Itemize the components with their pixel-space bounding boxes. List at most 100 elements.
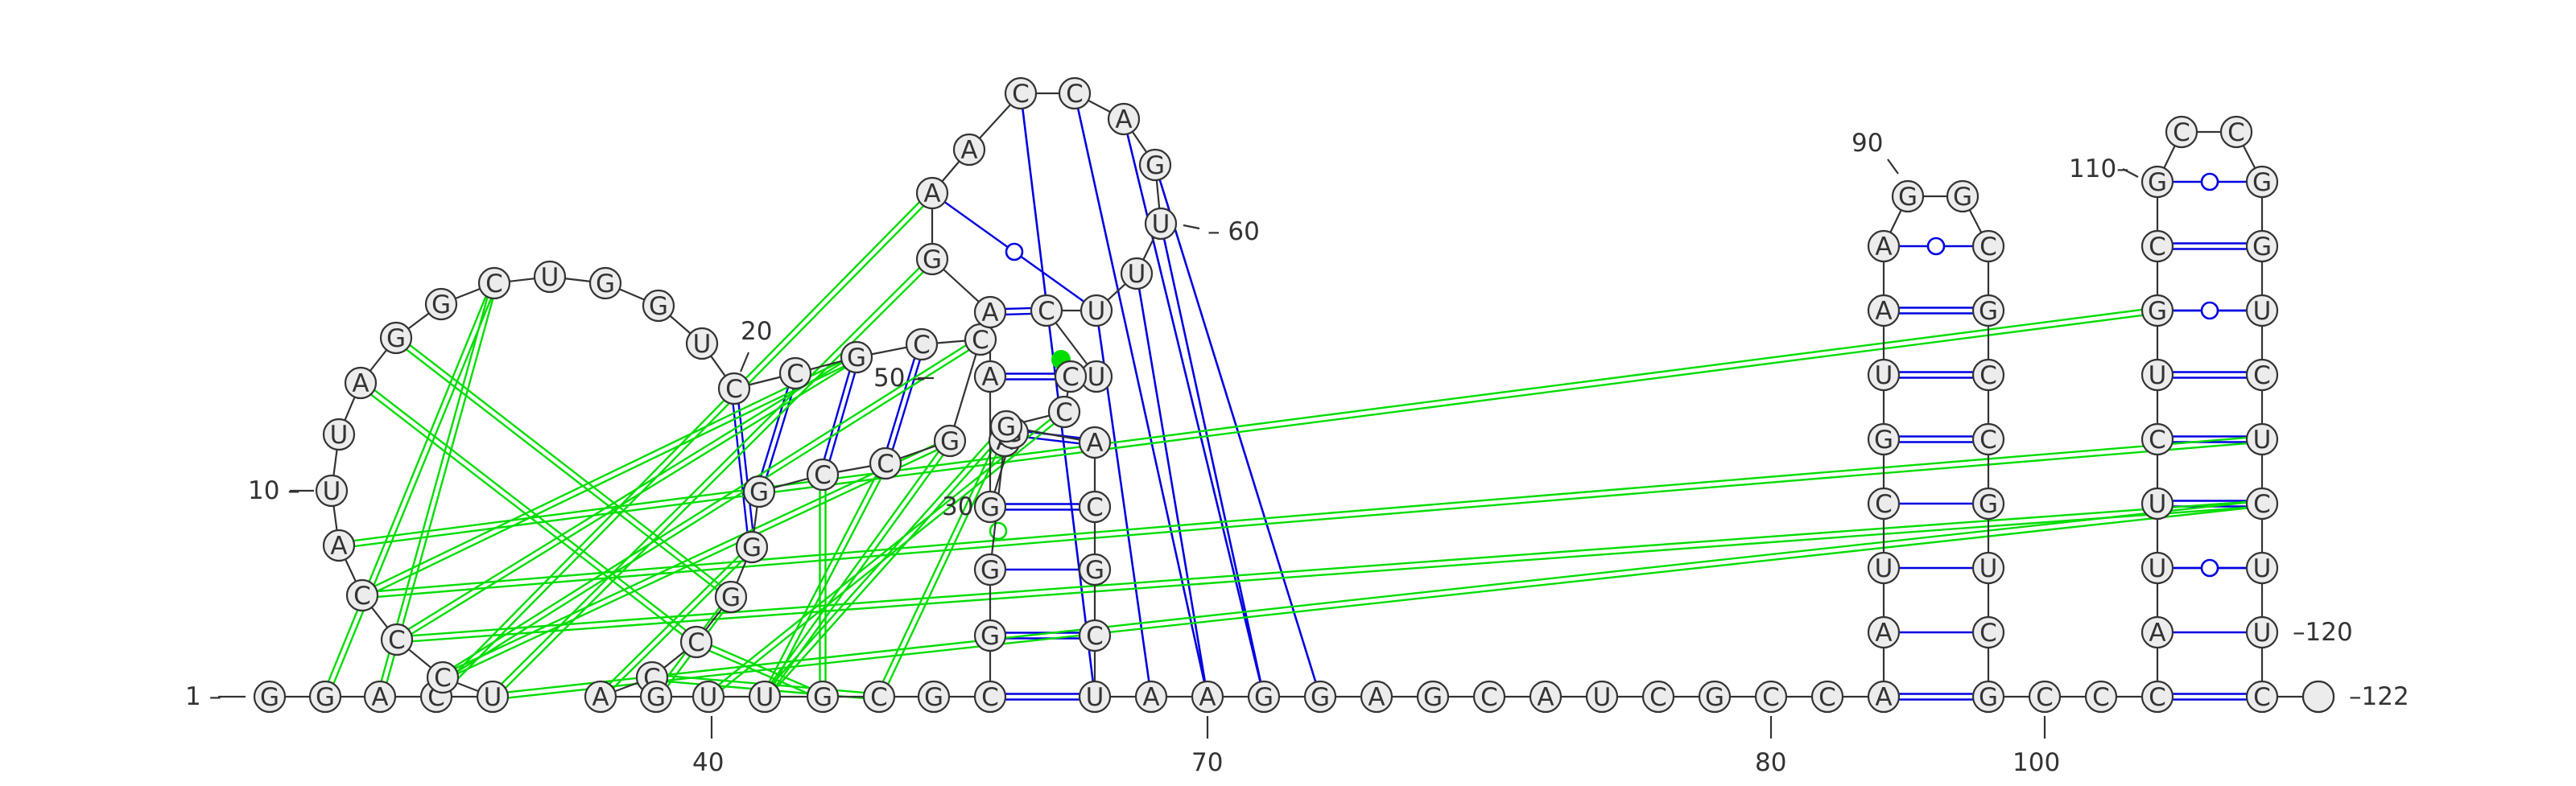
nucleotide: A bbox=[1867, 680, 1901, 714]
canonical-pair-line bbox=[1135, 273, 1209, 698]
nucleotide: U bbox=[1120, 257, 1154, 290]
nucleotide-circle bbox=[1946, 179, 1979, 213]
noncanonical-interaction-line bbox=[398, 358, 859, 644]
nucleotide-circle bbox=[1867, 551, 1901, 585]
nucleotide: G bbox=[806, 680, 840, 714]
nucleotide: A bbox=[1360, 680, 1393, 714]
nucleotide-circle bbox=[2028, 680, 2062, 714]
nucleotide-letter: G bbox=[924, 683, 943, 712]
nucleotide-letter: U bbox=[1088, 363, 1106, 392]
nucleotide-letter: C bbox=[1649, 683, 1667, 712]
nucleotide-letter: U bbox=[693, 330, 712, 359]
nucleotide: G bbox=[588, 266, 622, 300]
nucleotide-circle bbox=[973, 490, 1007, 524]
nucleotide-letter: G bbox=[940, 427, 960, 456]
nucleotide-circle bbox=[588, 266, 622, 300]
nucleotide: G bbox=[1247, 680, 1281, 714]
position-label-tick bbox=[1183, 224, 1200, 230]
nucleotide: C bbox=[380, 623, 414, 656]
nucleotide-circle bbox=[2219, 115, 2253, 149]
nucleotide: U bbox=[1867, 551, 1901, 585]
nucleotide-circle bbox=[1754, 680, 1788, 714]
nucleotide-letter: G bbox=[1423, 683, 1443, 712]
nucleotide: G bbox=[973, 490, 1007, 524]
nucleotide-circle bbox=[973, 295, 1007, 329]
nucleotide-circle bbox=[685, 327, 719, 360]
nucleotide-letter: A bbox=[1199, 683, 1216, 712]
nucleotide-circle bbox=[2245, 229, 2279, 263]
nucleotide-circle bbox=[1134, 680, 1168, 714]
nucleotide-letter: C bbox=[877, 450, 894, 479]
nucleotide-letter: C bbox=[1086, 622, 1104, 651]
noncanonical-interaction-line bbox=[339, 312, 2158, 549]
nucleotide-circle bbox=[1047, 395, 1081, 429]
nucleotide-letter: C bbox=[1480, 683, 1498, 712]
nucleotide-circle bbox=[1472, 680, 1506, 714]
noncanonical-interaction-line bbox=[362, 359, 859, 599]
nucleotide: C bbox=[1047, 395, 1081, 429]
nucleotide-circle bbox=[1867, 294, 1901, 327]
nucleotide-letter: A bbox=[352, 369, 369, 398]
position-label: 50 – bbox=[873, 364, 926, 393]
nucleotide-letter: C bbox=[2253, 490, 2271, 519]
nucleotide-circle bbox=[1144, 207, 1178, 241]
nucleotide-circle bbox=[742, 475, 776, 508]
nucleotide-circle bbox=[1247, 680, 1281, 714]
nucleotide: C bbox=[2245, 358, 2279, 392]
nucleotide: G bbox=[714, 580, 748, 614]
nucleotide-letter: C bbox=[814, 461, 832, 490]
wobble-pair-marker bbox=[2200, 301, 2219, 320]
nucleotide-circle bbox=[735, 530, 769, 564]
noncanonical-interaction-line bbox=[361, 435, 2262, 594]
nucleotide-letter: C bbox=[687, 628, 705, 657]
nucleotide-letter: C bbox=[1979, 619, 1997, 648]
nucleotide: U bbox=[533, 260, 567, 294]
nucleotide-circle bbox=[1971, 615, 2005, 649]
nucleotide-circle bbox=[806, 680, 840, 714]
nucleotide: C bbox=[717, 372, 751, 405]
noncanonical-interaction-line bbox=[397, 335, 733, 596]
nucleotide-letter: U bbox=[2149, 490, 2167, 519]
nucleotide-circle bbox=[1078, 619, 1112, 652]
position-label: 90 bbox=[1852, 129, 1883, 158]
noncanonical-interaction-line bbox=[443, 442, 952, 681]
nucleotide-letter: G bbox=[749, 478, 769, 507]
nucleotide-circle bbox=[2245, 615, 2279, 649]
nucleotide: U bbox=[2140, 551, 2174, 585]
nucleotide: C bbox=[2140, 422, 2174, 456]
nucleotide-letter: G bbox=[721, 583, 741, 612]
nucleotide-letter: U bbox=[2253, 297, 2272, 326]
nucleotide-letter: G bbox=[260, 683, 279, 712]
nucleotide-letter: G bbox=[1898, 183, 1918, 212]
nucleotide-letter: C bbox=[2227, 118, 2245, 147]
nucleotide-circle bbox=[1078, 553, 1112, 586]
nucleotide-letter: A bbox=[1537, 683, 1554, 712]
nucleotide-letter: C bbox=[1979, 361, 1997, 390]
nucleotide: A bbox=[584, 680, 617, 714]
nucleotide: A bbox=[952, 133, 986, 167]
nucleotide-circle bbox=[1080, 294, 1113, 327]
nucleotide: U bbox=[748, 680, 782, 714]
nucleotide: C bbox=[1078, 619, 1112, 652]
nucleotide-letter: U bbox=[2149, 554, 2167, 583]
nucleotide-letter: C bbox=[434, 664, 452, 693]
nucleotide-letter: A bbox=[923, 179, 940, 208]
noncanonical-interaction-line bbox=[493, 260, 935, 700]
canonical-pair-line bbox=[819, 356, 855, 475]
nucleotide-letter: U bbox=[1152, 210, 1170, 239]
noncanonical-interaction-line bbox=[361, 380, 699, 641]
nucleotide: C bbox=[905, 327, 939, 361]
noncanonical-interaction-line bbox=[396, 500, 2262, 638]
nucleotide-letter: C bbox=[353, 582, 371, 611]
nucleotide: C bbox=[1867, 487, 1901, 521]
nucleotide-letter: C bbox=[972, 326, 989, 355]
nucleotide-circle bbox=[806, 458, 840, 492]
nucleotide-circle bbox=[691, 680, 725, 714]
nucleotide: C bbox=[2219, 115, 2253, 149]
nucleotide: C bbox=[1030, 294, 1063, 327]
nucleotide-circle bbox=[308, 680, 342, 714]
position-label: 40 bbox=[692, 748, 724, 777]
nucleotide: U bbox=[1144, 207, 1178, 241]
nucleotide: G bbox=[1303, 680, 1337, 714]
